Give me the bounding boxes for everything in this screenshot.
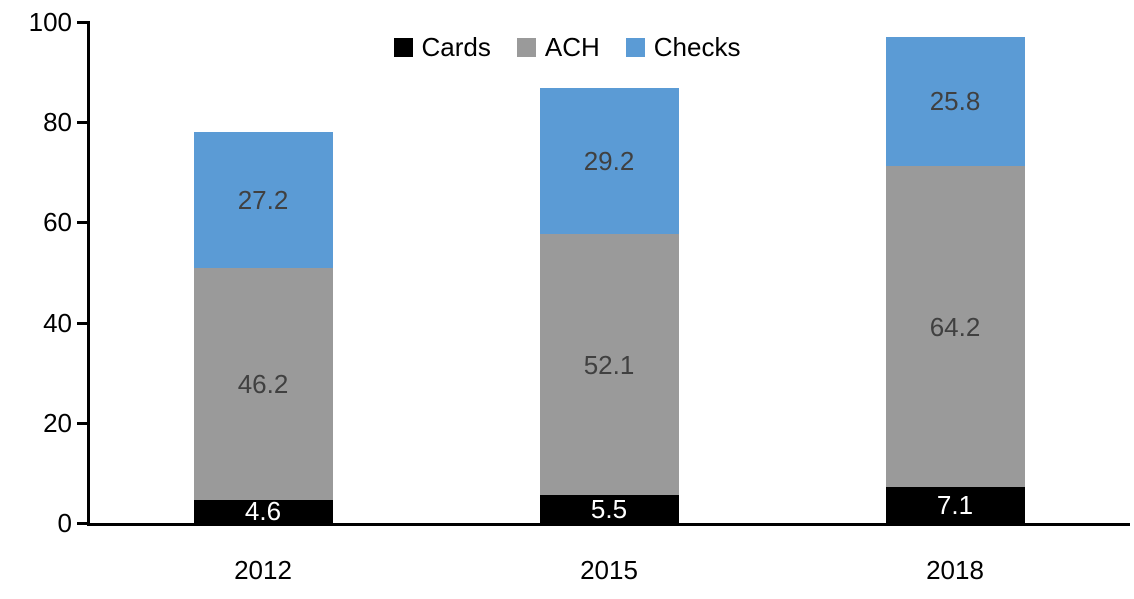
- legend-swatch-checks: [625, 37, 645, 57]
- bar-segment-checks-2015: 29.2: [539, 88, 679, 235]
- data-label: 7.1: [936, 490, 974, 521]
- y-axis-line: [87, 22, 90, 526]
- y-axis-tick: [77, 121, 90, 124]
- data-label: 5.5: [590, 494, 628, 525]
- y-axis-tick-label: 20: [43, 408, 72, 438]
- bar-segment-ach-2018: 64.2: [885, 165, 1025, 488]
- legend-swatch-ach: [516, 37, 536, 57]
- y-axis-tick-label: 80: [43, 107, 72, 137]
- y-axis-tick: [77, 322, 90, 325]
- legend-label: Cards: [421, 32, 491, 62]
- bar-segment-ach-2012: 46.2: [193, 268, 333, 500]
- y-axis-tick-label: 40: [43, 308, 72, 338]
- y-axis-tick: [77, 21, 90, 24]
- data-label: 29.2: [583, 146, 635, 177]
- data-label: 25.8: [929, 86, 981, 117]
- y-axis-tick: [77, 422, 90, 425]
- bar-segment-cards-2018: 7.1: [885, 487, 1025, 523]
- x-axis-category-label: 2018: [926, 555, 984, 585]
- y-axis-tick-label: 0: [57, 508, 72, 538]
- data-label: 52.1: [583, 349, 635, 380]
- data-label: 4.6: [244, 496, 282, 527]
- x-axis-line: [87, 523, 1130, 526]
- bar-segment-cards-2012: 4.6: [193, 496, 333, 527]
- bar-segment-checks-2018: 25.8: [885, 36, 1025, 166]
- legend-item-ach: ACH: [516, 32, 600, 62]
- legend-item-checks: Checks: [625, 32, 741, 62]
- bar-segment-cards-2015: 5.5: [539, 494, 679, 525]
- bar-segment-ach-2015: 52.1: [539, 234, 679, 496]
- x-axis-category-label: 2012: [234, 555, 292, 585]
- chart-legend: Cards ACH Checks: [0, 33, 1134, 61]
- data-label: 27.2: [237, 185, 289, 216]
- x-axis-category-label: 2015: [580, 555, 638, 585]
- y-axis-tick-label: 100: [28, 7, 72, 37]
- y-axis-tick: [77, 221, 90, 224]
- data-label: 46.2: [237, 369, 289, 400]
- legend-label: Checks: [653, 32, 741, 62]
- bar-segment-checks-2012: 27.2: [193, 132, 333, 269]
- y-axis-tick-label: 60: [43, 207, 72, 237]
- y-axis-tick: [77, 522, 90, 525]
- legend-swatch-cards: [393, 37, 413, 57]
- data-label: 64.2: [929, 311, 981, 342]
- legend-label: ACH: [544, 32, 600, 62]
- legend-item-cards: Cards: [393, 32, 491, 62]
